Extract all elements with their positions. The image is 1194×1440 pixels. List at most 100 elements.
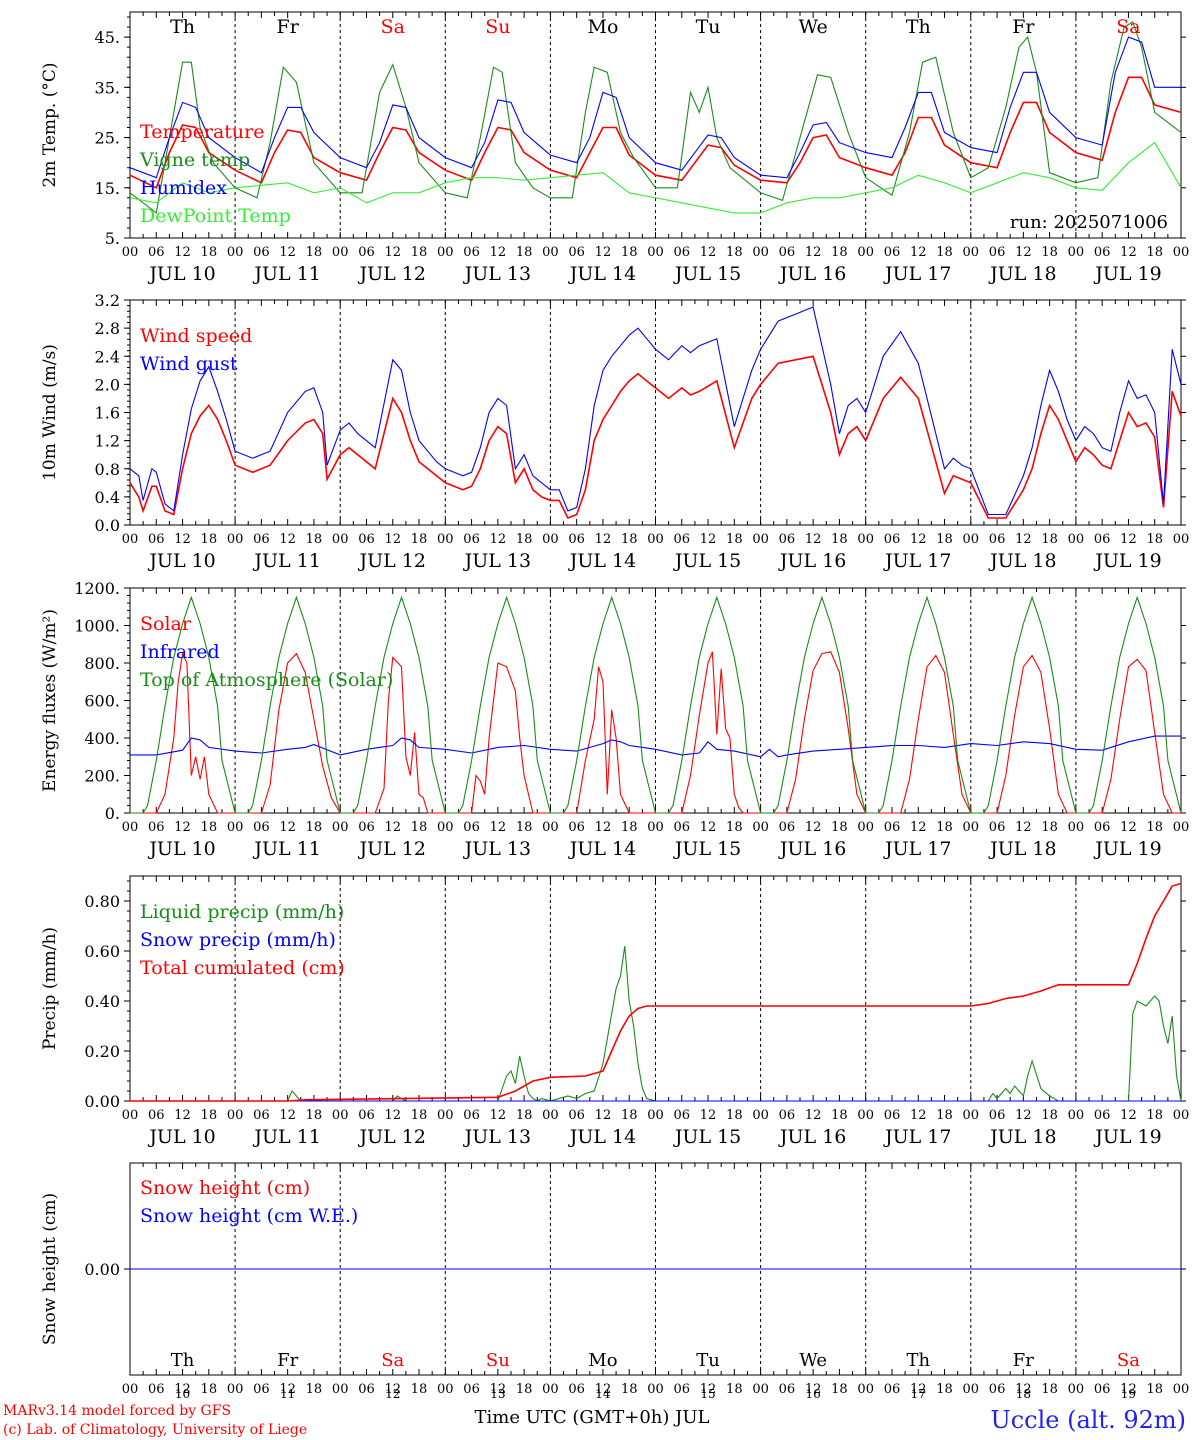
hour-tick-label: 06	[989, 532, 1006, 547]
hour-tick-label: 00	[122, 1108, 139, 1123]
hour-tick-label: 06	[989, 245, 1006, 260]
hour-tick-label: 12	[279, 1108, 296, 1123]
hour-tick-label: 18	[621, 1108, 638, 1123]
day-number-label: 19	[1121, 1387, 1136, 1401]
legend-entry: Liquid precip (mm/h)	[140, 901, 344, 923]
y-axis-title: Snow height (cm)	[40, 1193, 60, 1345]
y-tick-label: 1000.	[74, 617, 120, 636]
hour-tick-label: 06	[674, 1108, 691, 1123]
hour-tick-label: 00	[122, 532, 139, 547]
day-number-label: 13	[490, 1387, 505, 1401]
hour-tick-label: 18	[306, 532, 323, 547]
day-number-label: 11	[280, 1387, 295, 1401]
date-label: JUL 14	[568, 1126, 636, 1148]
hour-tick-label: 18	[621, 1382, 638, 1397]
hour-tick-label: 06	[884, 245, 901, 260]
hour-tick-label: 06	[148, 532, 165, 547]
hour-tick-label: 12	[384, 245, 401, 260]
hour-tick-label: 18	[411, 1108, 428, 1123]
hour-tick-label: 18	[1146, 820, 1163, 835]
hour-tick-label: 06	[779, 532, 796, 547]
hour-tick-label: 12	[384, 820, 401, 835]
weekday-label: Fr	[1012, 16, 1035, 38]
hour-tick-label: 12	[279, 1382, 296, 1397]
date-label: JUL 17	[883, 550, 951, 572]
hour-tick-label: 12	[805, 1108, 822, 1123]
hour-tick-label: 18	[621, 532, 638, 547]
hour-tick-label: 18	[831, 245, 848, 260]
y-tick-label: 0.00	[84, 1092, 120, 1111]
hour-tick-label: 12	[1015, 1108, 1032, 1123]
y-tick-label: 45.	[95, 28, 120, 47]
y-tick-label: 0.	[105, 804, 120, 823]
hour-tick-label: 06	[148, 245, 165, 260]
hour-tick-label: 06	[148, 1108, 165, 1123]
legend-entry: Snow height (cm)	[140, 1177, 310, 1199]
date-label: JUL 15	[673, 1126, 741, 1148]
date-label: JUL 16	[778, 263, 846, 285]
hour-tick-label: 00	[1068, 820, 1085, 835]
y-tick-label: 600.	[84, 692, 120, 711]
hour-tick-label: 18	[306, 245, 323, 260]
hour-tick-label: 18	[516, 1382, 533, 1397]
panel-2: 0.0 0.4 0.8 1.2 1.6 2.0 2.4 2.8 3.2 10m Wind (m/s…	[40, 291, 1189, 572]
hour-tick-label: 18	[726, 532, 743, 547]
hour-tick-label: 12	[174, 1382, 191, 1397]
y-axis-title: 2m Temp. (°C)	[40, 62, 60, 187]
hour-tick-label: 00	[963, 532, 980, 547]
hour-tick-label: 18	[726, 820, 743, 835]
y-tick-label: 1.6	[95, 404, 120, 423]
hour-tick-label: 12	[490, 245, 507, 260]
weekday-label: Tu	[696, 16, 721, 38]
date-label: JUL 19	[1093, 1126, 1161, 1148]
panel-3: 0. 200. 400. 600. 800. 1000. 1200. Energy fluxe…	[40, 579, 1189, 860]
hour-tick-label: 00	[1173, 1108, 1190, 1123]
y-tick-label: 0.20	[84, 1042, 120, 1061]
y-tick-label: 5.	[105, 229, 120, 248]
hour-tick-label: 00	[227, 532, 244, 547]
hour-tick-label: 00	[437, 245, 454, 260]
weekday-label: Sa	[381, 16, 405, 38]
legend-entry: Top of Atmosphere (Solar)	[140, 669, 393, 691]
hour-tick-label: 12	[174, 245, 191, 260]
hour-tick-label: 18	[1041, 1382, 1058, 1397]
hour-tick-label: 00	[332, 532, 349, 547]
weekday-label: Th	[171, 1350, 195, 1371]
hour-tick-label: 18	[936, 245, 953, 260]
hour-tick-label: 00	[332, 245, 349, 260]
hour-tick-label: 12	[384, 1382, 401, 1397]
y-tick-label: 0.8	[95, 460, 120, 479]
weekday-label: Th	[170, 16, 195, 38]
hour-tick-label: 06	[463, 1382, 480, 1397]
hour-tick-label: 00	[963, 820, 980, 835]
date-label: JUL 15	[673, 838, 741, 860]
hour-tick-label: 18	[201, 245, 218, 260]
hour-tick-label: 18	[306, 1382, 323, 1397]
hour-tick-label: 00	[227, 820, 244, 835]
hour-tick-label: 06	[674, 1382, 691, 1397]
series-line-dewpoint-temp	[129, 141, 1182, 214]
hour-tick-label: 06	[884, 532, 901, 547]
hour-tick-label: 06	[1094, 245, 1111, 260]
hour-tick-label: 12	[595, 1382, 612, 1397]
hour-tick-label: 00	[857, 1382, 874, 1397]
series-line-wind-gust	[129, 306, 1182, 516]
hour-tick-label: 12	[910, 532, 927, 547]
hour-tick-label: 00	[542, 245, 559, 260]
hour-tick-label: 06	[568, 1108, 585, 1123]
hour-tick-label: 12	[910, 245, 927, 260]
hour-tick-label: 00	[227, 1108, 244, 1123]
hour-tick-label: 00	[647, 820, 664, 835]
weekday-label: Mo	[588, 1350, 617, 1371]
panel-5: 0.00 Snow height (cm) Snow height (cm) Snow…	[40, 1162, 1189, 1397]
hour-tick-label: 18	[1146, 1108, 1163, 1123]
hour-tick-label: 00	[227, 1382, 244, 1397]
hour-tick-label: 06	[989, 1382, 1006, 1397]
date-label: JUL 17	[883, 838, 951, 860]
hour-tick-label: 00	[437, 532, 454, 547]
weekday-label: Sa	[1116, 16, 1140, 38]
hour-tick-label: 18	[936, 532, 953, 547]
hour-tick-label: 18	[411, 820, 428, 835]
hour-tick-label: 12	[490, 532, 507, 547]
hour-tick-label: 12	[700, 1382, 717, 1397]
